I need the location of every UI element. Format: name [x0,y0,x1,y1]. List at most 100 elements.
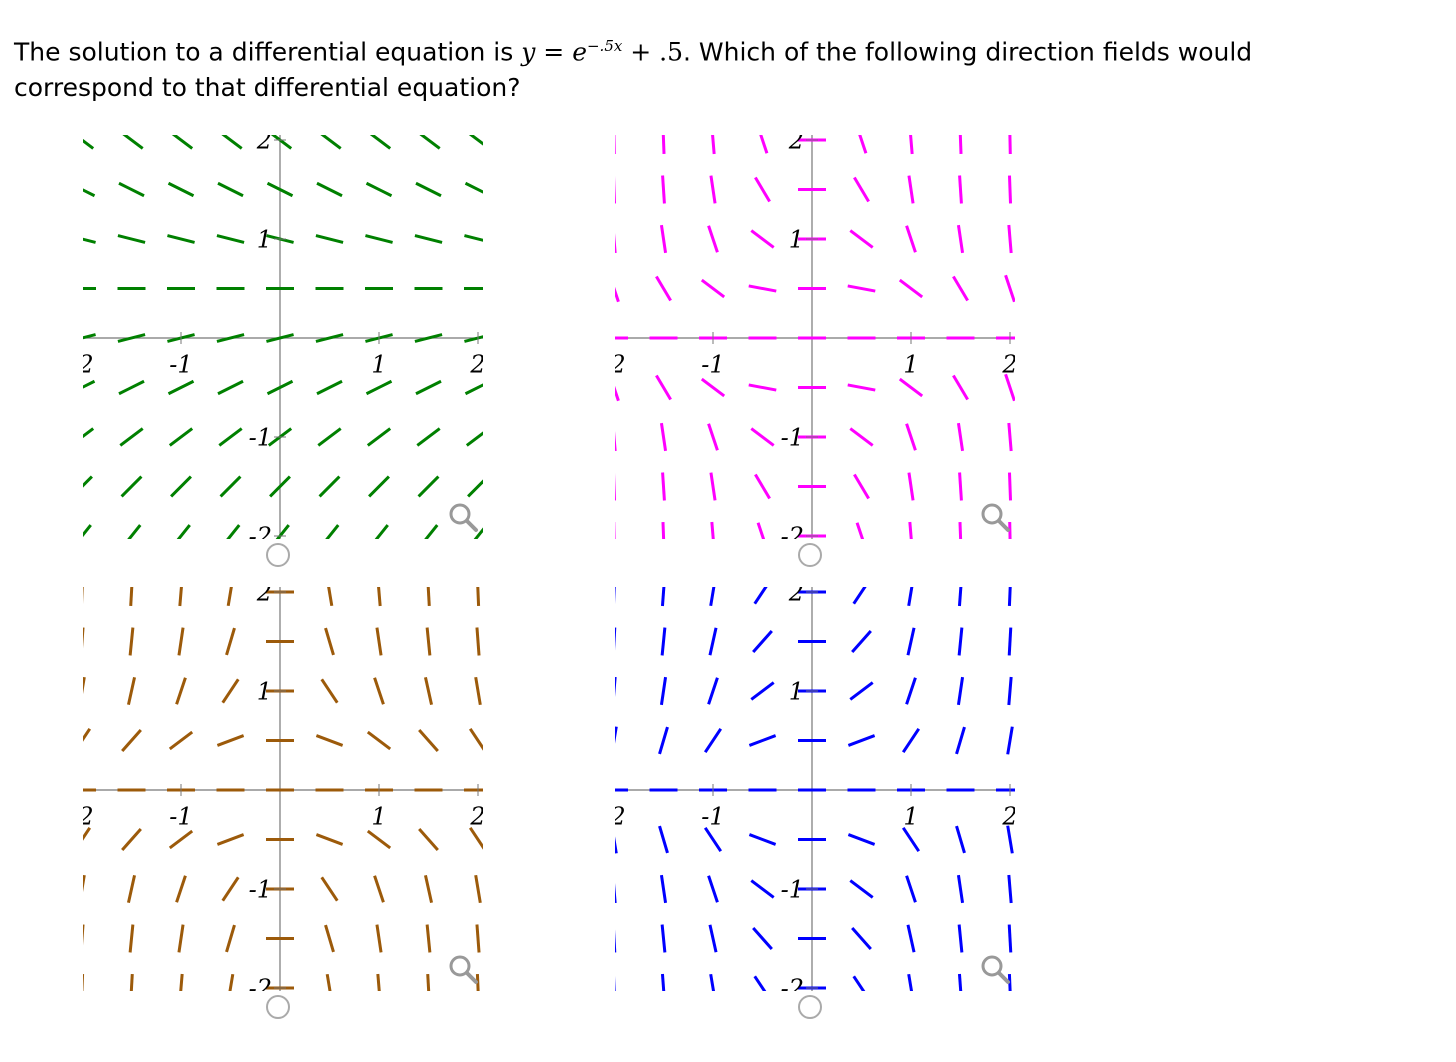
slope-segment [853,176,870,203]
radio-button[interactable] [266,995,290,1019]
slope-segment [424,524,439,539]
slope-segment [957,587,963,607]
slope-segment [416,427,441,447]
slope-segment [423,875,434,903]
slope-segment [218,427,243,447]
slope-segment [615,587,616,605]
slope-segment [615,385,620,402]
slope-segment [376,973,381,991]
slope-segment [853,473,870,500]
slope-segment [369,135,392,150]
slope-segment [1007,472,1013,501]
slope-segment [83,874,86,893]
slope-segment [129,587,134,607]
slope-segment [750,681,775,701]
zoom-button[interactable] [449,955,478,984]
slope-segment [748,383,777,392]
slope-segment [418,729,439,752]
slope-segment [907,472,915,501]
slope-segment [909,135,914,155]
slope-segment [958,175,963,204]
slope-segment [83,827,92,841]
slope-segment [475,924,481,953]
slope-segment [1007,627,1013,656]
slope-segment [324,627,335,656]
slope-segment [83,524,92,538]
slope-segment [709,472,717,501]
x-tick-label: -1 [169,803,192,831]
slope-segment [468,135,483,146]
slope-segment [855,522,865,539]
slope-segment [118,379,145,396]
slope-segment [1007,676,1013,706]
slope-segment [709,587,716,607]
slope-segment [83,138,95,150]
slope-segment [468,728,483,751]
slope-segment [906,627,916,656]
slope-segment [1007,175,1013,204]
slope-segment [615,975,616,991]
slope-segment [952,275,969,302]
slope-segment [615,135,616,154]
slope-segment [700,377,726,398]
slope-segment [709,973,716,991]
slope-segment [377,587,382,607]
x-tick-label: -2 [70,803,93,831]
y-tick-label: 1 [257,226,272,254]
direction-field: -2 -1 1 2 2 1 -1 -2 [615,587,1015,991]
slope-segment [221,876,240,902]
slope-segment [660,973,666,991]
slope-segment [167,234,195,244]
question-text: . Which of the following direction field… [14,37,1253,103]
y-tick-label: -2 [249,523,272,551]
slope-segment [419,135,441,150]
slope-segment [127,524,142,539]
slope-segment [373,875,385,903]
slope-segment [170,475,192,498]
slope-segment [464,181,483,194]
math-base: e [572,37,587,67]
slope-segment [905,423,917,451]
slope-segment [615,175,617,204]
slope-segment [955,726,966,755]
zoom-button[interactable] [981,503,1010,532]
radio-button[interactable] [798,543,822,567]
slope-segment [661,175,666,204]
slope-segment [425,627,432,656]
radio-button[interactable] [266,543,290,567]
zoom-icon [449,503,471,525]
slope-segment [221,678,240,704]
slope-segment [660,924,667,953]
slope-segment [661,472,666,501]
slope-segment [426,973,431,991]
slope-segment [217,181,244,198]
slope-segment [83,237,96,244]
y-tick-label: -1 [249,876,272,904]
slope-segment [703,728,723,753]
slope-segment [120,475,143,498]
zoom-button[interactable] [981,955,1010,984]
slope-segment [168,730,194,751]
slope-segment [216,833,245,846]
slope-segment [901,728,921,753]
slope-segment [752,630,773,653]
slope-segment [177,924,185,953]
slope-segment [373,677,385,705]
radio-button[interactable] [798,995,822,1019]
zoom-button[interactable] [449,503,478,532]
slope-segment [83,379,96,389]
slope-segment [1007,224,1013,254]
slope-segment [365,234,393,244]
slope-segment [83,427,95,439]
slope-segment [83,728,92,742]
slope-segment [216,333,245,343]
slope-segment [225,924,236,953]
y-tick-label: 2 [256,127,272,155]
direction-field: -2 -1 1 2 2 1 -1 -2 [70,587,483,991]
slope-segment [118,181,145,198]
slope-segment [1007,924,1013,953]
slope-segment [615,627,617,651]
slope-segment [221,135,243,150]
slope-segment [83,587,84,605]
zoom-icon [997,971,1010,984]
